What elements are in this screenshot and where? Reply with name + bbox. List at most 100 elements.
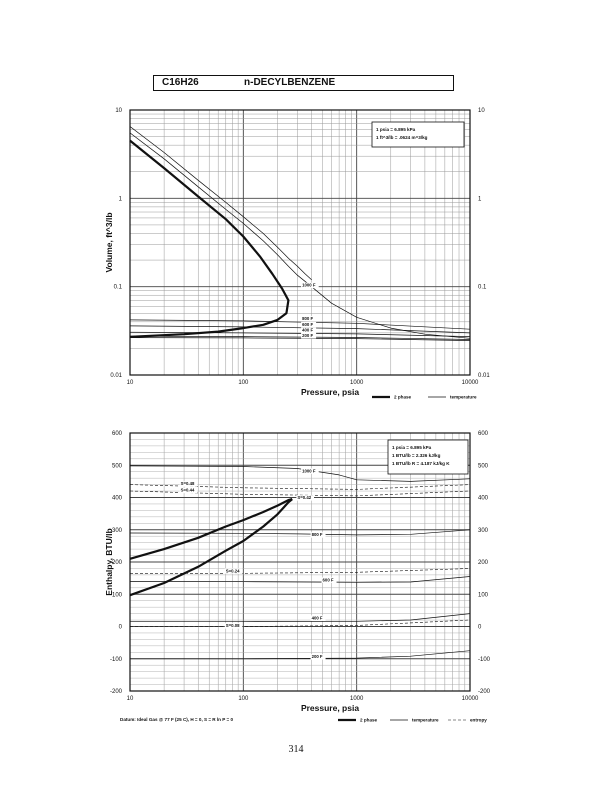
legend-label: 2 phase xyxy=(360,718,378,723)
y-tick-label: 1 xyxy=(119,196,123,202)
curve-label-bg xyxy=(301,321,317,328)
temperature-curve xyxy=(129,337,471,341)
right-tick-label: 0 xyxy=(478,625,482,631)
curve-label: S=0.48 xyxy=(181,481,195,486)
curve-label-bg xyxy=(310,615,326,621)
curve-label: S=0.24 xyxy=(226,568,240,573)
x-tick-label: 10 xyxy=(127,380,134,386)
legend-label: temperature xyxy=(412,718,439,723)
curve-label: S=0.44 xyxy=(181,488,195,493)
y-tick-label: 600 xyxy=(112,431,123,437)
right-tick-label: 0.01 xyxy=(478,373,490,379)
conversion-note: 1 psia = 6.895 kPa xyxy=(376,127,416,132)
compound-name: n-DECYLBENZENE xyxy=(244,77,336,88)
curve-label-bg xyxy=(310,532,326,538)
phase-curve xyxy=(129,498,293,597)
right-tick-label: 300 xyxy=(478,528,489,534)
curve-label-bg xyxy=(179,481,198,487)
temperature-curve xyxy=(129,576,471,583)
right-tick-label: 200 xyxy=(478,560,489,566)
entropy-curve xyxy=(130,568,471,574)
phase-curve xyxy=(129,498,293,560)
page-number: 314 xyxy=(288,744,304,755)
x-tick-label: 100 xyxy=(238,696,249,702)
curve-label: 800 F xyxy=(312,532,323,537)
curve-label: 600 F xyxy=(302,322,313,327)
right-tick-label: 600 xyxy=(478,431,489,437)
right-tick-label: 100 xyxy=(478,592,489,598)
curve-label-bg xyxy=(224,568,243,574)
curve-label: 200 F xyxy=(302,333,313,338)
right-tick-label: 0.1 xyxy=(478,285,487,291)
right-tick-label: -100 xyxy=(478,657,491,663)
x-tick-label: 10000 xyxy=(462,380,479,386)
y-tick-label: 10 xyxy=(115,108,122,114)
plot-frame xyxy=(129,432,471,692)
temperature-curve xyxy=(311,286,471,339)
x-tick-label: 1000 xyxy=(350,380,364,386)
temperature-curve xyxy=(129,325,471,334)
right-tick-label: 1 xyxy=(478,196,482,202)
x-axis-title: Pressure, psia xyxy=(301,703,359,713)
curve-label-bg xyxy=(321,577,337,583)
curve-label-bg xyxy=(301,327,317,334)
temperature-curve xyxy=(129,335,471,340)
chart-2: 10 100 1000 10000-200-100010020030040050060… xyxy=(104,431,491,723)
entropy-curve xyxy=(130,619,471,627)
temperature-curve xyxy=(130,613,471,623)
curve-label: S=0.42 xyxy=(297,495,311,500)
curve-label: 400 F xyxy=(312,615,323,620)
legend-label: 2 phase xyxy=(394,395,412,400)
right-tick-label: 10 xyxy=(478,108,485,114)
temperature-curve xyxy=(129,529,471,536)
curve-label: 1000 F xyxy=(302,283,316,288)
y-tick-label: 500 xyxy=(112,463,123,469)
y-axis-title: Volume, ft^3/lb xyxy=(104,212,114,272)
conversion-box xyxy=(371,121,465,148)
chart-1: 10 100 1000 100000.010.11100.010.1110Pressu… xyxy=(104,108,490,400)
x-tick-label: 100 xyxy=(238,380,249,386)
plot-frame xyxy=(129,109,471,376)
curve-label-bg xyxy=(296,495,315,501)
curve-label: 1000 F xyxy=(302,468,316,473)
chart-title-box: C16H26 n-DECYLBENZENE xyxy=(153,75,454,91)
legend-label: temperature xyxy=(450,395,477,400)
y-tick-label: 400 xyxy=(112,496,123,502)
chemical-formula: C16H26 xyxy=(162,77,199,88)
conversion-note: 1 ft^3/lb = .0624 m^3/kg xyxy=(376,135,428,140)
curve-label: 400 F xyxy=(302,328,313,333)
temperature-curve xyxy=(129,331,471,337)
y-tick-label: 0 xyxy=(119,625,123,631)
y-axis-title: Enthalpy, BTU/lb xyxy=(104,528,114,595)
temperature-curve xyxy=(129,126,312,280)
conversion-note: 1 psia = 6.895 kPa xyxy=(392,445,432,450)
curve-label-bg xyxy=(301,315,317,322)
right-tick-label: 400 xyxy=(478,496,489,502)
datum-footnote: Datum: Ideal Gas @ 77 F (25 C), H = 0, S… xyxy=(120,717,233,722)
curve-label: 800 F xyxy=(302,316,313,321)
y-tick-label: 100 xyxy=(112,592,123,598)
conversion-note: 1 BTU/lb = 2.326 kJ/kg xyxy=(392,453,441,458)
curve-label-bg xyxy=(301,332,317,339)
curve-label-bg xyxy=(301,282,319,289)
y-tick-label: 300 xyxy=(112,528,123,534)
phase-curve xyxy=(129,139,290,338)
x-tick-label: 1000 xyxy=(350,696,364,702)
temperature-curve xyxy=(130,650,471,660)
legend-label: entropy xyxy=(470,718,487,723)
curve-label: S=0.08 xyxy=(226,623,240,628)
curve-label-bg xyxy=(224,623,243,629)
curve-label: 600 F xyxy=(323,577,334,582)
curve-label-bg xyxy=(179,487,198,494)
x-axis-title: Pressure, psia xyxy=(301,387,359,397)
x-tick-label: 10000 xyxy=(462,696,479,702)
y-tick-label: 0.01 xyxy=(110,373,122,379)
right-tick-label: -200 xyxy=(478,689,491,695)
y-tick-label: -200 xyxy=(110,689,123,695)
x-tick-label: 10 xyxy=(127,696,134,702)
y-tick-label: -100 xyxy=(110,657,123,663)
temperature-curve xyxy=(129,319,471,330)
y-tick-label: 200 xyxy=(112,560,123,566)
curve-label-bg xyxy=(310,654,326,660)
